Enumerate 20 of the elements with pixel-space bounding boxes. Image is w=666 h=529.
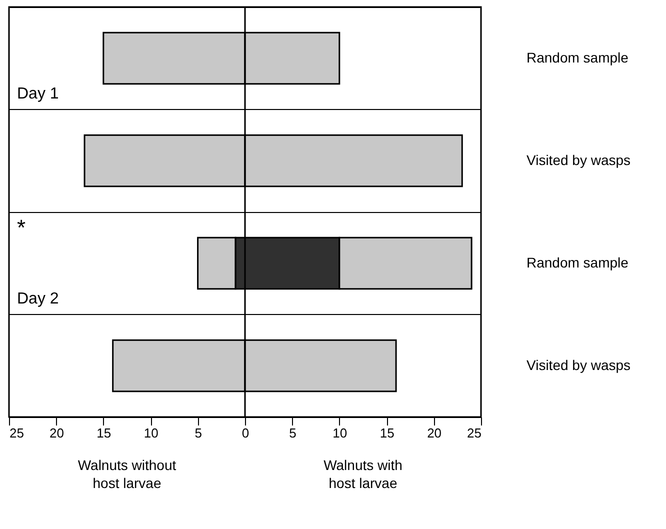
text: Walnuts with host larvae [324, 457, 402, 491]
annotation: Day 2 [17, 290, 59, 308]
x-tick-label: 15 [380, 426, 394, 440]
x-tick-label: 25 [10, 426, 24, 440]
x-tick-label: 20 [49, 426, 64, 440]
y-tick-label: Visited by wasps [526, 356, 631, 373]
x-tick-label: 15 [96, 426, 112, 440]
x-tick-label: 5 [194, 426, 202, 440]
y-tick-label: Random sample [526, 49, 629, 66]
annotation: * [17, 215, 26, 240]
x-tick-label: 10 [144, 426, 158, 440]
annotation: Day 1 [17, 86, 59, 102]
x-tick-label: 25 [467, 426, 482, 440]
y-tick-label: Visited by wasps [526, 152, 631, 168]
x-tick-label: 10 [332, 426, 348, 440]
x-tick-label: 20 [427, 426, 442, 440]
x-tick-label: 5 [289, 426, 296, 440]
text: Walnuts without host larvae [78, 457, 176, 491]
y-tick-label: Random sample [526, 254, 629, 270]
x-tick-label: 0 [242, 426, 250, 440]
